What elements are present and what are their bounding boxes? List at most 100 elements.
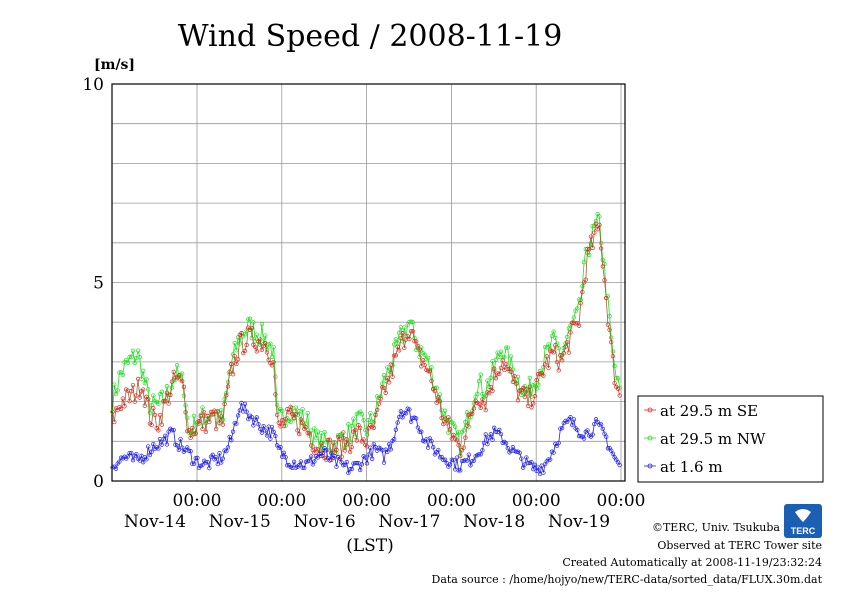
y-axis-unit: [m/s] — [94, 57, 135, 73]
x-tick-time: 00:00 — [512, 491, 561, 511]
data-point — [220, 422, 226, 427]
data-point — [363, 427, 368, 433]
data-point — [576, 323, 582, 328]
data-point — [466, 452, 471, 457]
data-point — [408, 419, 414, 424]
data-point — [269, 363, 275, 368]
data-point — [305, 410, 310, 416]
data-point — [498, 431, 504, 437]
data-point — [161, 437, 166, 442]
data-point — [320, 450, 326, 456]
data-point — [531, 401, 536, 406]
data-point — [254, 332, 259, 337]
data-point — [492, 425, 497, 430]
data-point — [580, 283, 585, 289]
data-point — [349, 466, 354, 472]
data-point — [497, 371, 502, 377]
data-point — [570, 422, 575, 428]
data-point — [281, 423, 287, 429]
x-axis-ticks: 00:00Nov-1400:00Nov-1500:00Nov-1600:00No… — [124, 491, 646, 532]
data-point — [141, 387, 146, 392]
data-point — [510, 445, 516, 450]
data-point — [251, 320, 256, 325]
data-point — [493, 376, 499, 381]
data-point — [412, 339, 417, 344]
data-point — [510, 379, 516, 385]
data-point — [329, 451, 334, 456]
data-point — [193, 431, 198, 436]
data-point — [271, 429, 276, 435]
x-tick-date: Nov-17 — [378, 512, 440, 532]
data-point — [300, 465, 305, 470]
data-point — [135, 348, 141, 353]
data-point — [288, 404, 293, 409]
data-point — [429, 365, 434, 370]
legend-marker — [647, 463, 653, 469]
data-point — [230, 372, 236, 377]
data-point — [505, 366, 510, 372]
data-point — [273, 392, 278, 397]
data-point — [293, 405, 298, 410]
data-point — [273, 374, 278, 379]
data-point — [454, 438, 460, 443]
legend-label: at 29.5 m NW — [660, 430, 766, 448]
data-point — [522, 394, 527, 400]
data-point — [113, 391, 119, 397]
data-point — [464, 458, 470, 463]
data-point — [283, 455, 288, 460]
data-point — [524, 387, 529, 392]
data-point — [120, 372, 125, 378]
data-point — [280, 408, 285, 414]
data-point — [427, 368, 432, 373]
legend-label: at 29.5 m SE — [660, 402, 758, 420]
observed-text: Observed at TERC Tower site — [657, 539, 822, 552]
data-point — [385, 449, 390, 455]
data-point — [227, 369, 232, 374]
data-point — [303, 425, 309, 430]
data-point — [417, 429, 422, 434]
data-point — [593, 218, 599, 224]
logo-text: TERC — [791, 526, 816, 536]
data-point — [503, 345, 509, 350]
data-point — [130, 458, 136, 463]
data-point — [605, 446, 611, 451]
data-point — [264, 433, 270, 438]
data-point — [215, 408, 220, 414]
data-point — [615, 386, 621, 391]
data-point — [224, 393, 229, 398]
data-point — [442, 408, 448, 413]
data-point — [278, 445, 283, 450]
data-point — [132, 360, 137, 366]
data-point — [144, 457, 149, 462]
data-point — [220, 456, 226, 461]
data-point — [117, 370, 122, 375]
data-point — [346, 441, 351, 446]
series-layer — [110, 211, 622, 477]
x-tick-time: 00:00 — [427, 491, 476, 511]
data-point — [354, 438, 359, 443]
data-point — [604, 434, 609, 439]
terc-logo: TERC — [784, 504, 822, 538]
data-point — [269, 354, 275, 359]
data-point — [481, 401, 487, 406]
data-point — [546, 342, 551, 347]
data-point — [610, 353, 616, 359]
data-point — [590, 245, 595, 250]
data-point — [383, 390, 388, 395]
data-point — [468, 463, 473, 468]
data-point — [285, 463, 290, 468]
data-point — [319, 441, 324, 446]
data-point — [419, 429, 424, 434]
data-point — [598, 246, 604, 251]
data-point — [536, 465, 541, 470]
data-point — [117, 459, 122, 464]
data-point — [410, 320, 415, 325]
data-point — [200, 405, 205, 410]
data-point — [398, 409, 404, 414]
data-point — [307, 458, 312, 463]
data-point — [490, 437, 495, 442]
data-point — [546, 365, 551, 371]
data-point — [358, 425, 363, 431]
data-point — [354, 460, 359, 466]
data-point — [483, 393, 488, 398]
